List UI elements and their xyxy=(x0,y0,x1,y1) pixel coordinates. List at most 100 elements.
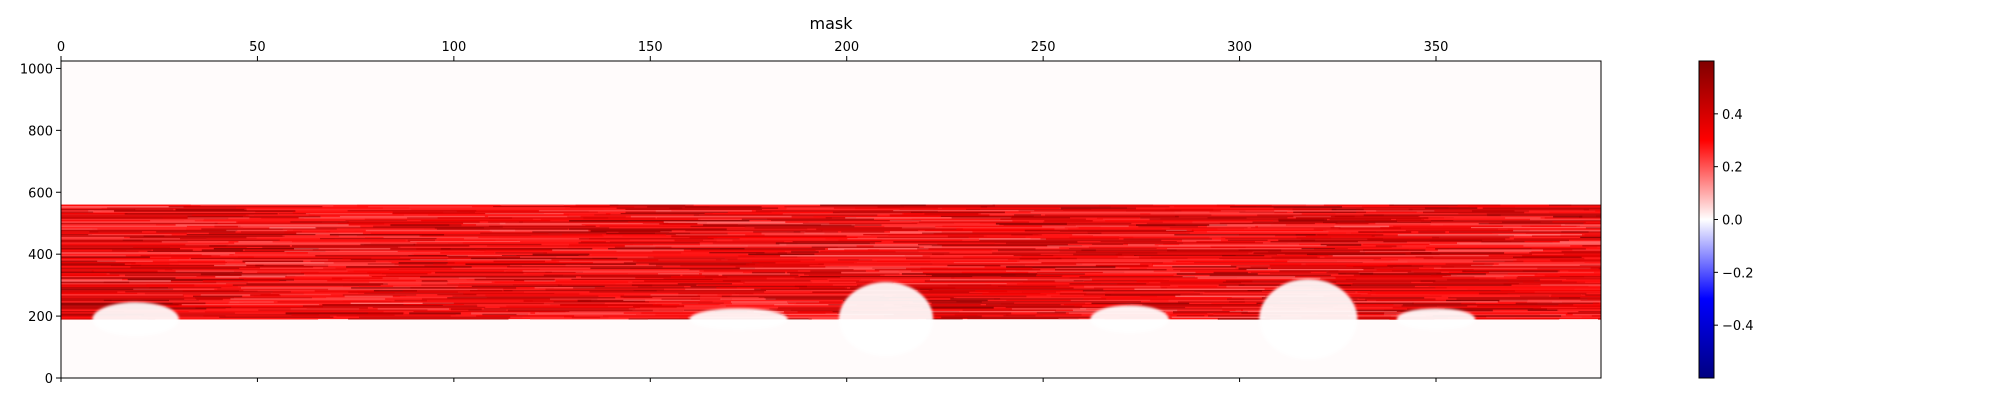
heatmap-streak xyxy=(61,211,94,213)
heatmap-streak xyxy=(571,316,609,319)
heatmap-streak xyxy=(1213,312,1259,315)
heatmap-streak xyxy=(1579,264,1601,266)
heatmap-streak xyxy=(292,211,444,214)
heatmap-streak xyxy=(689,236,718,239)
heatmap-streak xyxy=(1539,313,1566,316)
heatmap-streak xyxy=(262,246,401,249)
heatmap-streak xyxy=(1101,297,1232,299)
heatmap-streak xyxy=(1295,276,1475,278)
heatmap-streak xyxy=(963,256,1124,258)
heatmap-streak xyxy=(922,271,1029,274)
heatmap-streak xyxy=(1370,290,1515,292)
heatmap-streak xyxy=(583,217,656,220)
heatmap-streak xyxy=(1295,234,1328,236)
heatmap-streak xyxy=(1175,295,1324,298)
heatmap-streak xyxy=(902,313,978,316)
heatmap-streak xyxy=(1380,227,1513,230)
heatmap-streak xyxy=(764,297,930,299)
heatmap-streak xyxy=(61,283,227,285)
heatmap-streak xyxy=(1423,217,1454,219)
heatmap-streak xyxy=(526,273,628,275)
heatmap-streak xyxy=(1552,301,1601,303)
heatmap-streak xyxy=(856,284,992,286)
heatmap-streak xyxy=(345,220,408,221)
heatmap-streak xyxy=(1119,235,1276,238)
heatmap-streak xyxy=(505,271,552,273)
heatmap-streak xyxy=(821,229,919,232)
heatmap-streak xyxy=(1583,208,1601,211)
heatmap-streak xyxy=(808,274,881,276)
heatmap-streak xyxy=(436,228,568,230)
heatmap-streak xyxy=(1081,249,1177,251)
heatmap-streak xyxy=(697,294,739,297)
heatmap-streak xyxy=(1037,273,1174,275)
heatmap-streak xyxy=(1072,234,1239,236)
heatmap-streak xyxy=(825,266,985,268)
heatmap-streak xyxy=(591,253,747,256)
heatmap-streak xyxy=(1532,235,1601,237)
heatmap-streak xyxy=(1567,312,1601,314)
heatmap-streak xyxy=(904,255,1022,257)
heatmap-streak xyxy=(61,294,183,296)
heatmap-streak xyxy=(902,213,932,215)
heatmap-streak xyxy=(861,278,970,281)
heatmap-streak xyxy=(296,232,363,235)
heatmap-streak xyxy=(1011,308,1087,310)
heatmap-streak xyxy=(1400,262,1585,264)
heatmap-streak xyxy=(1136,280,1253,283)
heatmap-streak xyxy=(1438,311,1601,314)
heatmap-streak xyxy=(869,242,995,245)
heatmap-streak xyxy=(681,252,710,254)
heatmap-streak xyxy=(625,211,772,213)
heatmap-streak xyxy=(1003,224,1176,226)
heatmap-streak xyxy=(1165,208,1320,211)
heatmap-streak xyxy=(790,309,852,312)
heatmap-streak xyxy=(377,308,449,310)
heatmap-streak xyxy=(1174,206,1257,208)
heatmap-streak xyxy=(392,211,475,214)
heatmap-streak xyxy=(1006,283,1101,285)
heatmap-streak xyxy=(1328,270,1412,273)
heatmap-streak xyxy=(383,236,479,239)
heatmap-streak xyxy=(61,213,128,214)
heatmap-streak xyxy=(893,283,1018,285)
heatmap-streak xyxy=(884,274,927,277)
heatmap-streak xyxy=(124,213,278,215)
x-tick-label: 150 xyxy=(638,40,663,55)
heatmap-streak xyxy=(1549,204,1601,206)
heatmap-streak xyxy=(954,313,1009,316)
heatmap-streak xyxy=(130,266,314,269)
heatmap-streak xyxy=(1525,232,1601,234)
heatmap-streak xyxy=(1375,222,1489,225)
heatmap-streak xyxy=(681,304,719,306)
heatmap-streak xyxy=(1487,214,1601,217)
heatmap-streak xyxy=(1435,287,1601,289)
heatmap-streak xyxy=(1293,211,1366,213)
heatmap-streak xyxy=(359,316,523,319)
heatmap-streak xyxy=(1176,260,1337,262)
heatmap-streak xyxy=(1520,295,1550,297)
heatmap-streak xyxy=(1472,210,1529,213)
heatmap-streak xyxy=(825,217,857,219)
heatmap-streak xyxy=(1173,311,1248,314)
heatmap-streak xyxy=(1330,227,1401,230)
heatmap-streak xyxy=(1446,299,1528,302)
heatmap-streak xyxy=(1192,221,1274,224)
heatmap-streak xyxy=(1429,239,1569,242)
heatmap-streak xyxy=(191,257,372,260)
heatmap-streak xyxy=(647,206,710,208)
heatmap-streak xyxy=(777,252,950,254)
heatmap-streak xyxy=(1082,290,1262,292)
colorbar-bar xyxy=(1698,60,1715,379)
heatmap-streak xyxy=(1225,238,1383,240)
heatmap-streak xyxy=(462,242,634,244)
heatmap-streak xyxy=(755,210,938,213)
heatmap-streak xyxy=(992,252,1158,255)
heatmap-streak xyxy=(786,208,934,210)
heatmap-streak xyxy=(816,228,963,231)
heatmap-streak xyxy=(581,276,728,278)
heatmap-streak xyxy=(1134,288,1314,290)
heatmap-streak xyxy=(350,302,454,304)
heatmap-streak xyxy=(1268,250,1365,253)
heatmap-streak xyxy=(756,252,787,254)
